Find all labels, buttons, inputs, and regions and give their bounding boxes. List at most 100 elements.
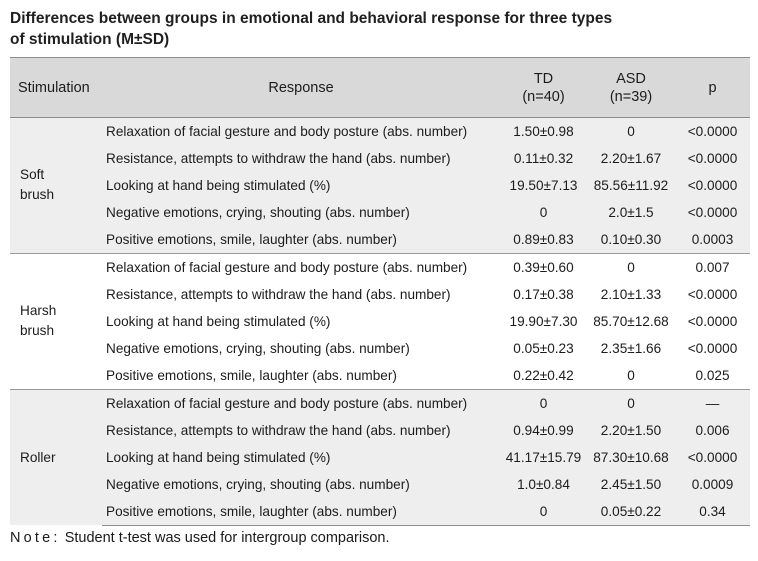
td-value: 1.0±0.84 — [517, 477, 570, 493]
asd-value: 85.56±11.92 — [593, 177, 669, 193]
table-row: Looking at hand being stimulated (%) 41.… — [10, 443, 750, 471]
asd-value: 0.05±0.22 — [587, 498, 675, 526]
response-cell: Resistance, attempts to withdraw the han… — [106, 150, 451, 166]
note-label: Note: — [10, 530, 61, 546]
header-asd-label: ASD — [616, 70, 646, 87]
table-row: Looking at hand being stimulated (%) 19.… — [10, 171, 750, 200]
td-value: 19.90±7.30 — [509, 313, 578, 329]
header-td-label: TD — [533, 70, 554, 87]
p-value: <0.0000 — [687, 150, 738, 166]
stimulation-label: brush — [20, 323, 55, 339]
response-cell: Relaxation of facial gesture and body po… — [102, 116, 500, 145]
results-table-container: Stimulation Response TD (n=40) ASD (n=39… — [10, 57, 750, 526]
table-row: Roller Relaxation of facial gesture and … — [10, 388, 750, 526]
asd-value: 2.20±1.67 — [600, 150, 662, 166]
asd-value: 85.70±12.68 — [593, 313, 669, 329]
p-value: <0.0000 — [687, 177, 738, 193]
response-cell: Looking at hand being stimulated (%) — [106, 449, 331, 465]
header-response: Response — [102, 57, 500, 118]
response-cell: Positive emotions, smile, laughter (abs.… — [106, 368, 397, 384]
p-value: <0.0000 — [687, 313, 738, 329]
header-stimulation: Stimulation — [10, 57, 102, 118]
response-cell: Resistance, attempts to withdraw the han… — [106, 286, 451, 302]
table-row: Positive emotions, smile, laughter (abs.… — [10, 226, 750, 254]
table-row: Resistance, attempts to withdraw the han… — [10, 416, 750, 444]
asd-value: 0 — [587, 252, 675, 281]
stimulation-cell: Soft brush — [10, 117, 102, 254]
td-value: 0 — [539, 205, 548, 221]
td-value: 0 — [500, 498, 587, 526]
asd-value: 2.0±1.5 — [608, 205, 654, 221]
p-value: 0.34 — [675, 498, 750, 526]
header-asd-n: (n=39) — [609, 88, 653, 105]
td-value: 0.11±0.32 — [513, 150, 574, 166]
group-harsh-brush: Harsh brush Relaxation of facial gesture… — [10, 252, 750, 390]
response-cell: Looking at hand being stimulated (%) — [106, 177, 331, 193]
group-soft-brush: Soft brush Relaxation of facial gesture … — [10, 116, 750, 254]
stimulation-label: brush — [20, 187, 55, 203]
table-row: Negative emotions, crying, shouting (abs… — [10, 199, 750, 227]
header-p: p — [675, 57, 750, 118]
response-cell: Relaxation of facial gesture and body po… — [102, 388, 500, 417]
stimulation-label: Harsh — [20, 303, 57, 319]
td-value: 0.22±0.42 — [513, 368, 574, 384]
p-value: 0.0003 — [691, 232, 734, 248]
table-caption: Differences between groups in emotional … — [10, 8, 730, 50]
table-note: Note: Student t-test was used for interg… — [10, 530, 390, 546]
td-value: 0.89±0.83 — [513, 232, 574, 248]
table-row: Harsh brush Relaxation of facial gesture… — [10, 252, 750, 390]
td-value: 1.50±0.98 — [500, 116, 587, 145]
table-row: Positive emotions, smile, laughter (abs.… — [10, 498, 750, 526]
table-row: Positive emotions, smile, laughter (abs.… — [10, 362, 750, 390]
asd-value: 0 — [627, 368, 635, 384]
response-cell: Negative emotions, crying, shouting (abs… — [106, 341, 410, 357]
response-cell: Relaxation of facial gesture and body po… — [102, 252, 500, 281]
td-value: 0.39±0.60 — [500, 252, 587, 281]
asd-value: 87.30±10.68 — [593, 449, 669, 465]
p-value: 0.025 — [695, 368, 730, 384]
asd-value: 0.10±0.30 — [600, 232, 662, 248]
header-asd: ASD (n=39) — [587, 57, 675, 118]
note-text: Student t-test was used for intergroup c… — [64, 530, 390, 546]
p-value: — — [675, 388, 750, 417]
p-value: 0.006 — [695, 422, 730, 438]
table-row: Resistance, attempts to withdraw the han… — [10, 280, 750, 308]
table-row: Looking at hand being stimulated (%) 19.… — [10, 307, 750, 335]
response-cell: Looking at hand being stimulated (%) — [106, 313, 331, 329]
table-row: Negative emotions, crying, shouting (abs… — [10, 470, 750, 499]
header-td-n: (n=40) — [522, 88, 565, 105]
response-cell: Resistance, attempts to withdraw the han… — [106, 422, 451, 438]
td-value: 0.05±0.23 — [513, 341, 574, 357]
response-cell: Negative emotions, crying, shouting (abs… — [106, 205, 410, 221]
header-td: TD (n=40) — [500, 57, 587, 118]
p-value: 0.0009 — [691, 477, 734, 493]
p-value: <0.0000 — [687, 449, 738, 465]
asd-value: 2.35±1.66 — [600, 341, 662, 357]
table-row: Negative emotions, crying, shouting (abs… — [10, 335, 750, 363]
group-roller: Roller Relaxation of facial gesture and … — [10, 388, 750, 526]
table-header: Stimulation Response TD (n=40) ASD (n=39… — [10, 57, 750, 118]
p-value: 0.007 — [675, 252, 750, 281]
response-cell: Positive emotions, smile, laughter (abs.… — [102, 498, 500, 526]
td-value: 0 — [500, 388, 587, 417]
response-cell: Negative emotions, crying, shouting (abs… — [106, 477, 410, 493]
asd-value: 2.20±1.50 — [600, 422, 662, 438]
table-row: Soft brush Relaxation of facial gesture … — [10, 116, 750, 254]
table-row: Resistance, attempts to withdraw the han… — [10, 144, 750, 172]
p-value: <0.0000 — [687, 341, 738, 357]
stimulation-label: Soft — [20, 167, 45, 183]
stimulation-cell: Roller — [10, 388, 102, 526]
stimulation-label: Roller — [20, 449, 56, 465]
td-value: 19.50±7.13 — [509, 177, 578, 193]
response-cell: Positive emotions, smile, laughter (abs.… — [106, 232, 397, 248]
stimulation-cell: Harsh brush — [10, 252, 102, 390]
asd-value: 2.10±1.33 — [600, 286, 662, 302]
caption-line-1: Differences between groups in emotional … — [10, 10, 613, 27]
p-value: <0.0000 — [687, 205, 738, 221]
header-row: Stimulation Response TD (n=40) ASD (n=39… — [10, 57, 750, 118]
p-value: <0.0000 — [687, 286, 738, 302]
caption-line-2: of stimulation (M±SD) — [10, 31, 170, 48]
asd-value: 0 — [587, 388, 675, 417]
p-value: <0.0000 — [675, 116, 750, 145]
results-table: Stimulation Response TD (n=40) ASD (n=39… — [10, 57, 750, 526]
